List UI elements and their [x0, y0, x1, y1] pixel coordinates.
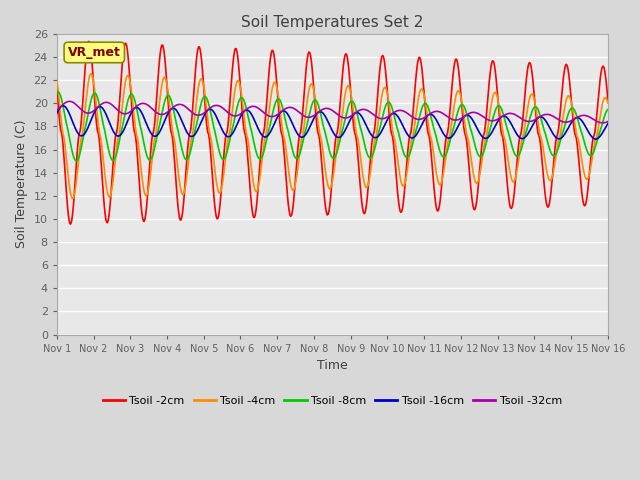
Tsoil -4cm	[53, 78, 61, 84]
Tsoil -32cm	[66, 98, 74, 104]
Tsoil -16cm	[59, 103, 67, 108]
Tsoil -2cm	[177, 217, 185, 223]
Tsoil -4cm	[121, 81, 129, 87]
Line: Tsoil -16cm: Tsoil -16cm	[57, 106, 608, 139]
Tsoil -2cm	[63, 195, 70, 201]
Tsoil -4cm	[69, 196, 77, 202]
Tsoil -32cm	[400, 108, 408, 114]
Line: Tsoil -32cm: Tsoil -32cm	[57, 101, 608, 123]
Tsoil -16cm	[120, 126, 128, 132]
Tsoil -4cm	[417, 86, 425, 92]
Tsoil -2cm	[401, 186, 408, 192]
Text: VR_met: VR_met	[68, 46, 121, 59]
Line: Tsoil -8cm: Tsoil -8cm	[57, 92, 608, 161]
Tsoil -32cm	[205, 106, 213, 111]
Tsoil -16cm	[400, 125, 408, 131]
Line: Tsoil -4cm: Tsoil -4cm	[57, 74, 608, 199]
Tsoil -8cm	[177, 142, 185, 148]
Tsoil -16cm	[205, 107, 213, 112]
Y-axis label: Soil Temperature (C): Soil Temperature (C)	[15, 120, 28, 249]
Legend: Tsoil -2cm, Tsoil -4cm, Tsoil -8cm, Tsoil -16cm, Tsoil -32cm: Tsoil -2cm, Tsoil -4cm, Tsoil -8cm, Tsoi…	[99, 391, 566, 410]
Tsoil -16cm	[604, 121, 612, 127]
Tsoil -32cm	[63, 99, 70, 105]
Tsoil -16cm	[592, 136, 600, 142]
Tsoil -8cm	[72, 158, 80, 164]
Tsoil -16cm	[64, 107, 72, 113]
Tsoil -8cm	[206, 107, 214, 113]
Tsoil -8cm	[64, 125, 72, 131]
Tsoil -8cm	[121, 111, 129, 117]
Tsoil -32cm	[416, 117, 424, 122]
Tsoil -32cm	[604, 119, 612, 124]
Tsoil -4cm	[88, 71, 95, 77]
Tsoil -32cm	[53, 108, 61, 113]
Tsoil -8cm	[401, 153, 408, 158]
Tsoil -8cm	[54, 89, 61, 95]
Tsoil -4cm	[401, 181, 408, 187]
Tsoil -8cm	[604, 107, 612, 112]
Tsoil -16cm	[177, 114, 184, 120]
Tsoil -16cm	[53, 110, 61, 116]
Tsoil -2cm	[121, 41, 129, 47]
Tsoil -32cm	[598, 120, 606, 126]
Tsoil -2cm	[417, 59, 425, 64]
Tsoil -16cm	[416, 125, 424, 131]
Tsoil -2cm	[67, 221, 74, 227]
Tsoil -2cm	[53, 80, 61, 86]
Tsoil -32cm	[120, 111, 128, 117]
Tsoil -4cm	[63, 159, 70, 165]
Tsoil -2cm	[206, 144, 214, 149]
X-axis label: Time: Time	[317, 359, 348, 372]
Tsoil -4cm	[177, 188, 185, 193]
Line: Tsoil -2cm: Tsoil -2cm	[57, 41, 608, 224]
Tsoil -32cm	[177, 101, 184, 107]
Tsoil -2cm	[604, 96, 612, 102]
Tsoil -8cm	[53, 90, 61, 96]
Title: Soil Temperatures Set 2: Soil Temperatures Set 2	[241, 15, 424, 30]
Tsoil -2cm	[85, 38, 93, 44]
Tsoil -8cm	[417, 109, 425, 115]
Tsoil -4cm	[604, 100, 612, 106]
Tsoil -4cm	[206, 132, 214, 138]
